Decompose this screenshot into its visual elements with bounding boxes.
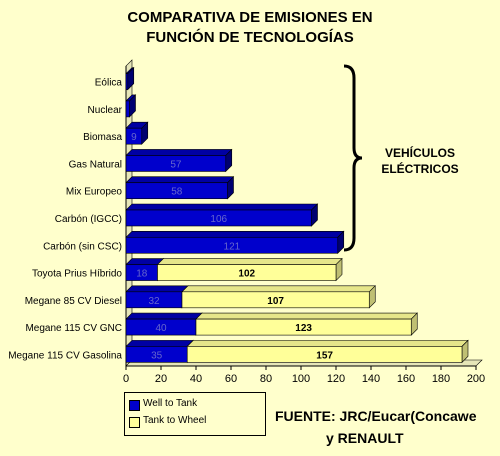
legend-label-tank-to-wheel: Tank to Wheel xyxy=(143,415,207,426)
bar-well-to-tank xyxy=(125,100,130,118)
data-label: 102 xyxy=(238,269,255,280)
data-label: 32 xyxy=(148,296,160,307)
group-brace xyxy=(343,64,363,252)
bar-well-to-tank xyxy=(125,73,129,90)
bar-well-to-tank xyxy=(125,127,143,145)
x-tick-label: 0 xyxy=(123,373,129,385)
category-label: Toyota Prius Híbrido xyxy=(32,269,122,280)
category-label: Gas Natural xyxy=(69,159,122,170)
source-line-1: FUENTE: JRC/Eucar(Concawe xyxy=(275,408,477,424)
bar-well-to-tank-top xyxy=(125,149,233,156)
data-label: 57 xyxy=(170,159,182,170)
legend-label-well-to-tank: Well to Tank xyxy=(143,398,198,409)
bar-tank-to-wheel xyxy=(181,291,370,309)
bar-well-to-tank-top xyxy=(125,340,194,347)
bar-well-to-tank xyxy=(125,236,339,254)
data-label: 40 xyxy=(155,323,167,334)
data-label: 106 xyxy=(210,214,227,225)
x-tick-label: 200 xyxy=(467,373,485,385)
annotation-line-1: VEHÍCULOS xyxy=(384,146,455,160)
bar-tank-to-wheel xyxy=(186,346,463,363)
bar-well-to-tank xyxy=(125,182,228,200)
category-label: Megane 115 CV GNC xyxy=(25,323,122,334)
x-tick-label: 80 xyxy=(260,373,272,385)
bar-tank-to-wheel xyxy=(195,318,412,336)
bar-well-to-tank-top xyxy=(125,285,189,293)
bar-tank-to-wheel xyxy=(157,264,337,281)
x-tick-label: 100 xyxy=(292,373,310,385)
chart-title-line-1: COMPARATIVA DE EMISIONES EN xyxy=(127,9,373,26)
category-label: Biomasa xyxy=(83,132,122,143)
data-label: 121 xyxy=(224,241,241,252)
annotation-line-2: ELÉCTRICOS xyxy=(381,162,459,176)
category-label: Carbón (IGCC) xyxy=(55,214,122,225)
bar-tank-to-wheel-top xyxy=(181,285,376,293)
bar-tank-to-wheel-top xyxy=(195,312,418,320)
category-label: Nuclear xyxy=(88,105,123,116)
category-label: Megane 85 CV Diesel xyxy=(25,296,122,307)
x-tick-label: 160 xyxy=(397,373,415,385)
x-tick-label: 40 xyxy=(190,373,202,385)
source-line-2: y RENAULT xyxy=(326,430,404,446)
data-label: 9 xyxy=(131,132,137,143)
x-tick-label: 60 xyxy=(225,373,237,385)
chart-title-line-2: FUNCIÓN DE TECNOLOGÍAS xyxy=(146,29,354,46)
bar-well-to-tank-top xyxy=(125,312,203,320)
x-tick-label: 140 xyxy=(362,373,380,385)
category-label: Megane 115 CV Gasolina xyxy=(8,350,122,361)
legend-swatch-well-to-tank xyxy=(129,400,140,411)
legend-swatch-tank-to-wheel xyxy=(129,417,140,428)
category-label: Carbón (sin CSC) xyxy=(43,241,122,252)
data-label: 18 xyxy=(136,269,148,280)
bar-well-to-tank xyxy=(125,155,227,172)
bar-well-to-tank-top xyxy=(125,203,319,211)
bar-well-to-tank-top xyxy=(125,176,235,184)
data-label: 123 xyxy=(295,323,312,334)
bar-well-to-tank xyxy=(125,209,312,227)
x-tick-label: 20 xyxy=(155,373,167,385)
category-label: Eólica xyxy=(95,78,123,89)
x-tick-label: 120 xyxy=(327,373,345,385)
data-label: 58 xyxy=(171,187,183,198)
bar-well-to-tank-top xyxy=(125,230,345,238)
data-label: 157 xyxy=(316,350,333,361)
x-tick-label: 180 xyxy=(432,373,450,385)
legend: Well to Tank Tank to Wheel xyxy=(124,392,266,436)
data-label: 107 xyxy=(267,296,284,307)
bar-well-to-tank-top xyxy=(125,258,165,265)
bar-tank-to-wheel-top xyxy=(186,340,469,347)
bar-tank-to-wheel-top xyxy=(156,258,343,265)
data-label: 35 xyxy=(151,350,163,361)
category-label: Mix Europeo xyxy=(66,187,123,198)
